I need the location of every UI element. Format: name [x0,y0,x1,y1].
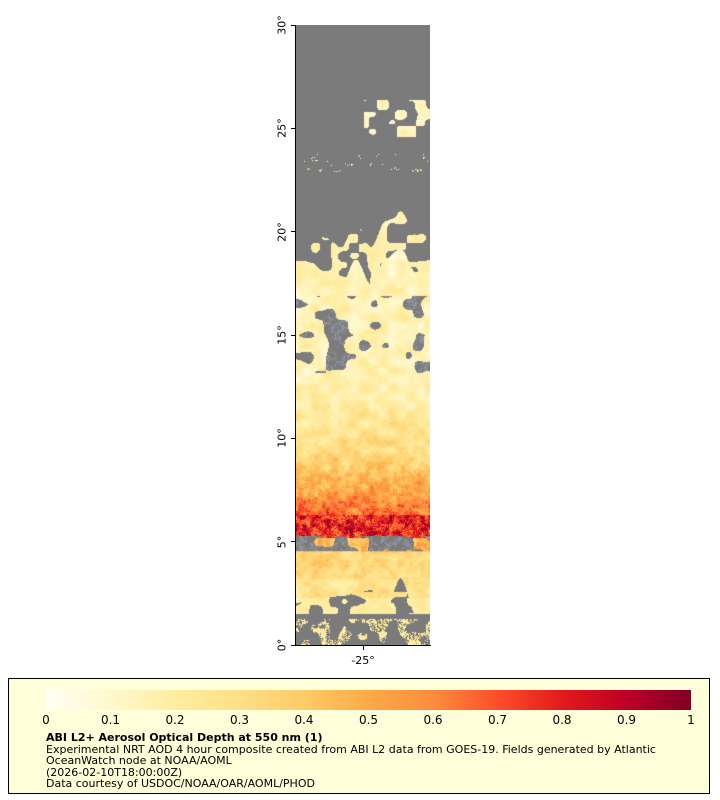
x-axis-line [295,645,431,646]
legend-credit: Data courtesy of USDOC/NOAA/OAR/AOML/PHO… [46,777,315,791]
legend-panel: ABI L2+ Aerosol Optical Depth at 550 nm … [8,678,710,794]
legend-inner: ABI L2+ Aerosol Optical Depth at 550 nm … [9,679,709,793]
y-tick [291,24,295,26]
y-tick [291,644,295,646]
y-tick-label: 0° [275,638,289,652]
colorbar-tick-label: 0.9 [616,713,637,727]
y-tick-label: 20° [275,221,289,242]
colorbar-tick-label: 0.1 [100,713,121,727]
y-tick [291,334,295,336]
colorbar-tick-label: 0.5 [358,713,379,727]
colorbar-tick-label: 1 [687,713,695,727]
colorbar-tick-label: 0.4 [294,713,314,727]
legend-description: Experimental NRT AOD 4 hour composite cr… [46,742,656,768]
y-tick [291,437,295,439]
y-tick-label: 30° [275,15,289,35]
y-axis-line [295,25,296,646]
y-tick-label: 10° [275,428,289,449]
map-plot: 30° 25° 20° 15° 10° 5° 0° -25° [276,15,431,667]
aod-raster [296,25,430,645]
y-tick [291,127,295,129]
x-tick-label: -25° [351,654,375,667]
colorbar-tick-label: 0.3 [229,713,250,727]
y-tick [291,541,295,543]
y-tick-label: 25° [275,118,289,139]
colorbar-tick-label: 0 [42,713,50,727]
y-tick [291,231,295,233]
y-tick-label: 5° [275,535,289,548]
colorbar-tick-label: 0.7 [487,713,508,727]
legend-title: ABI L2+ Aerosol Optical Depth at 550 nm … [46,731,323,744]
legend-timestamp: (2026-02-10T18:00:00Z) [46,765,183,779]
colorbar-tick-label: 0.2 [165,713,185,727]
colorbar [46,690,691,710]
colorbar-tick-label: 0.8 [552,713,572,727]
legend-text-block: ABI L2+ Aerosol Optical Depth at 550 nm … [46,732,706,790]
y-tick-label: 15° [275,325,289,345]
x-tick [362,646,364,650]
colorbar-tick-label: 0.6 [423,713,443,727]
